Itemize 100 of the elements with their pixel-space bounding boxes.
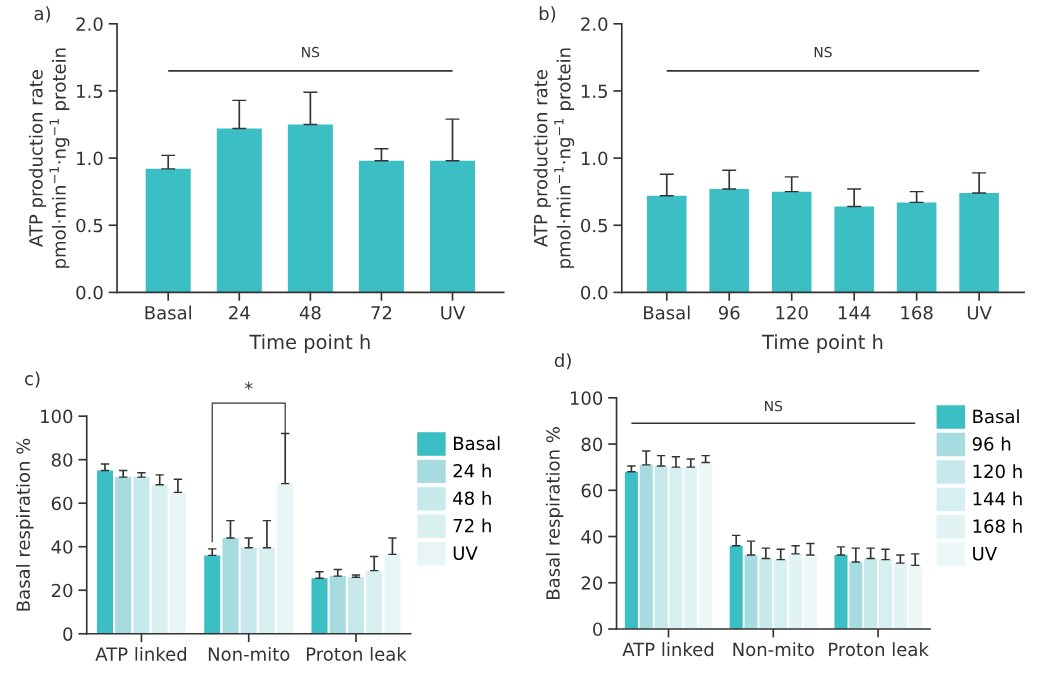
y-tick-label: 20 (51, 583, 73, 598)
bar (774, 559, 788, 629)
bar (771, 191, 812, 293)
y-tick-label: 0.0 (581, 285, 608, 300)
bar (646, 195, 687, 293)
legend-label: 168 h (973, 519, 1022, 534)
bar (216, 128, 262, 293)
bar (759, 558, 773, 629)
legend-label: 144 h (973, 491, 1022, 506)
y-tick-label: 0.0 (76, 285, 103, 300)
x-tick-label: 96 (718, 305, 740, 320)
chart-title: b) (539, 6, 556, 23)
bar (115, 477, 132, 634)
chart-title: a) (34, 6, 50, 23)
y-tick-label: 80 (581, 437, 603, 452)
chart-title: c) (25, 371, 40, 388)
bar (849, 561, 863, 629)
y-tick-label: 60 (581, 483, 603, 498)
ref-line-label: NS (814, 46, 832, 58)
x-tick-label: 72 (371, 305, 392, 320)
legend-label: UV (453, 546, 478, 560)
bar (347, 577, 364, 634)
bar (277, 483, 294, 634)
y-tick-label: 60 (51, 496, 73, 511)
x-tick-label: 168 (901, 305, 933, 320)
bar (329, 576, 346, 634)
y-tick-label: 100 (41, 409, 73, 424)
bar (896, 202, 937, 293)
legend-label: Basal (453, 436, 500, 451)
bar (699, 462, 713, 629)
bar (908, 565, 922, 629)
bar (624, 471, 638, 629)
text: * (244, 381, 253, 390)
y-tick-label: 100 (570, 391, 603, 405)
x-axis-title: Time point h (249, 334, 370, 353)
bar (133, 477, 150, 634)
x-tick-label: ATP linked (622, 642, 714, 657)
y-axis-title: Basal respiration % (545, 427, 564, 599)
legend-label: Basal (973, 409, 1019, 424)
bar (240, 547, 257, 634)
y-tick-label: 1.5 (581, 84, 607, 99)
y-tick-label: 1.0 (581, 151, 608, 166)
bar (311, 578, 328, 634)
x-tick-label: 120 (776, 305, 808, 320)
bar (258, 547, 275, 634)
bar (789, 553, 803, 629)
chart-title: d) (554, 353, 571, 370)
bar (204, 555, 221, 634)
legend-label: 72 h (453, 518, 491, 533)
bar (684, 467, 698, 629)
bar (744, 555, 758, 629)
x-tick-label: Non-mito (733, 642, 814, 657)
y-tick-label: 0 (63, 627, 73, 641)
bar (669, 467, 683, 629)
y-tick-label: 2.0 (76, 17, 103, 31)
legend-label: 24 h (453, 463, 491, 478)
x-tick-label: UV (967, 306, 992, 320)
ref-line-label: NS (765, 400, 783, 412)
bar (222, 538, 239, 634)
bar (287, 124, 333, 293)
bar (145, 168, 191, 293)
x-tick-label: 144 (838, 306, 871, 320)
bar (893, 563, 907, 629)
bar (639, 464, 653, 629)
y-tick-label: 0.5 (581, 218, 607, 233)
legend-label: 48 h (453, 491, 491, 506)
bar (430, 160, 476, 293)
legend-label: 120 h (973, 464, 1022, 479)
y-axis-title: ATP production rate pmol·min$^{−1}$·ng$^{−1}$ protein (533, 48, 575, 268)
x-tick-label: Non-mito (208, 646, 290, 661)
x-tick-label: 48 (299, 305, 321, 320)
bar (366, 570, 383, 634)
y-axis-title: Basal respiration % (16, 438, 34, 611)
bar (96, 470, 113, 634)
x-tick-label: 24 (229, 305, 250, 320)
bar (358, 160, 404, 293)
y-tick-label: 20 (581, 576, 603, 590)
bar (834, 206, 874, 293)
bar (878, 559, 893, 629)
y-tick-label: 1.0 (77, 151, 103, 166)
y-tick-label: 80 (51, 453, 73, 467)
y-tick-label: 40 (581, 529, 603, 544)
legend-label: UV (973, 547, 997, 561)
x-tick-label: Basal (644, 305, 690, 320)
x-tick-label: UV (441, 306, 466, 320)
bar (834, 555, 848, 629)
legend-label: 96 h (972, 436, 1011, 451)
bar (864, 558, 878, 629)
y-tick-label: 2.0 (581, 17, 608, 31)
bar (654, 466, 668, 629)
bar (384, 554, 401, 634)
y-tick-label: 0 (593, 622, 603, 637)
bar (709, 188, 750, 293)
x-tick-label: Basal (145, 305, 191, 320)
bar (729, 545, 743, 629)
x-tick-label: Proton leak (306, 646, 407, 661)
y-tick-label: 0.5 (76, 218, 103, 233)
ref-line-label: NS (302, 46, 320, 58)
bar (803, 555, 817, 629)
y-tick-label: 1.5 (77, 84, 103, 99)
